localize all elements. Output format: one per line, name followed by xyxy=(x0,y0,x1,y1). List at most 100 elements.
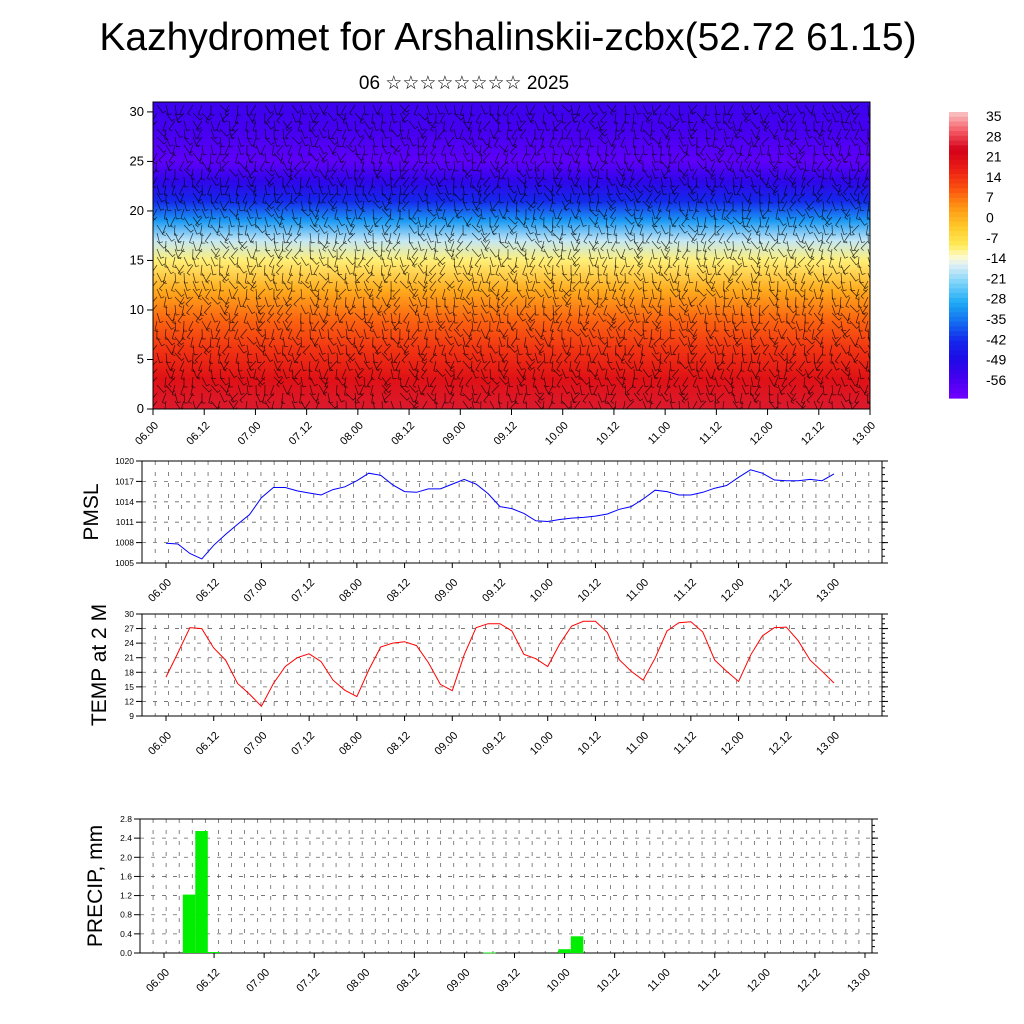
wind-barb xyxy=(219,232,230,242)
wind-barb xyxy=(523,176,528,188)
wind-barb xyxy=(558,232,563,244)
wind-barb xyxy=(453,312,459,324)
wind-barb xyxy=(174,304,180,316)
wind-barb xyxy=(525,328,535,338)
wind-barb xyxy=(840,232,848,244)
wind-barb xyxy=(446,280,455,292)
wind-barb xyxy=(422,288,428,300)
wind-barb xyxy=(165,144,175,155)
wind-barb xyxy=(299,264,304,276)
wind-barb xyxy=(570,240,578,251)
wind-barb xyxy=(385,240,392,252)
wind-barb xyxy=(399,280,410,289)
wind-barb xyxy=(387,248,392,260)
wind-barb xyxy=(759,240,767,251)
wind-barb xyxy=(764,256,770,268)
wind-barb xyxy=(469,176,474,188)
wind-barb xyxy=(775,296,780,308)
wind-barb xyxy=(538,344,545,356)
wind-barb xyxy=(237,200,244,212)
wind-barb xyxy=(521,152,527,164)
wind-barb xyxy=(262,192,267,204)
wind-barb xyxy=(399,136,409,147)
wind-barb xyxy=(705,208,715,218)
wind-barb xyxy=(345,200,352,212)
wind-barb xyxy=(705,152,715,162)
colorbar-swatch xyxy=(949,183,968,189)
wind-barb xyxy=(285,304,293,316)
wind-barb xyxy=(417,224,422,236)
wind-barb xyxy=(588,208,599,217)
wind-barb xyxy=(354,392,360,404)
wind-barb xyxy=(515,208,520,220)
wind-barb xyxy=(370,368,375,380)
wind-barb xyxy=(849,120,857,132)
wind-barb xyxy=(732,392,740,404)
wind-barb xyxy=(237,376,247,386)
wind-barb xyxy=(485,328,491,340)
wind-barb xyxy=(822,224,829,236)
wind-barb xyxy=(627,352,635,364)
wind-barb xyxy=(334,208,339,220)
wind-barb xyxy=(246,376,253,388)
wind-barb xyxy=(622,368,627,380)
wind-barb xyxy=(519,376,527,388)
wind-barb xyxy=(831,112,840,123)
wind-barb xyxy=(856,176,861,188)
y-tick-label: 1005 xyxy=(115,558,134,568)
wind-barb xyxy=(300,104,308,116)
wind-barb xyxy=(867,136,870,146)
wind-barb xyxy=(381,336,391,347)
wind-barb xyxy=(741,256,748,268)
wind-barb xyxy=(826,160,833,172)
wind-barb xyxy=(543,120,551,131)
wind-barb xyxy=(192,344,198,356)
wind-barb xyxy=(491,280,500,291)
wind-barb xyxy=(561,128,567,140)
wind-barb xyxy=(531,280,536,292)
wind-barb xyxy=(669,328,675,340)
wind-barb xyxy=(858,280,869,289)
x-tick-label: 12.12 xyxy=(795,967,823,995)
wind-barb xyxy=(795,144,805,154)
wind-barb xyxy=(408,280,417,291)
wind-barb xyxy=(651,184,661,194)
colorbar-swatch xyxy=(949,197,968,204)
wind-barb xyxy=(772,184,779,196)
wind-barb xyxy=(299,176,304,188)
wind-barb xyxy=(633,184,644,194)
wind-barb xyxy=(741,352,748,364)
wind-barb xyxy=(187,104,194,116)
wind-barb xyxy=(480,208,486,220)
wind-barb xyxy=(190,168,195,180)
wind-barb xyxy=(264,208,275,217)
wind-barb xyxy=(678,312,686,323)
wind-barb xyxy=(471,160,477,172)
y-tick-label: 1017 xyxy=(115,476,134,486)
wind-barb xyxy=(570,392,577,404)
wind-barb xyxy=(624,232,634,242)
wind-barb xyxy=(716,360,725,371)
wind-barb xyxy=(365,256,374,268)
cross-section-field xyxy=(153,102,870,409)
wind-barb xyxy=(305,272,311,284)
wind-barb xyxy=(435,312,443,323)
wind-barb xyxy=(383,344,392,355)
wind-barb xyxy=(192,200,200,211)
wind-barb xyxy=(435,336,444,347)
wind-barb xyxy=(735,272,743,284)
wind-barb xyxy=(570,232,580,242)
wind-barb xyxy=(462,392,473,401)
wind-barb xyxy=(851,224,860,235)
wind-barb xyxy=(651,224,661,234)
wind-barb xyxy=(687,344,696,355)
wind-barb xyxy=(513,272,518,284)
wind-barb xyxy=(699,360,707,372)
wind-barb xyxy=(174,296,185,305)
wind-barb xyxy=(343,376,348,388)
wind-barb xyxy=(669,344,675,356)
wind-barb xyxy=(421,384,428,396)
wind-barb xyxy=(399,209,404,220)
wind-barb xyxy=(723,184,732,195)
